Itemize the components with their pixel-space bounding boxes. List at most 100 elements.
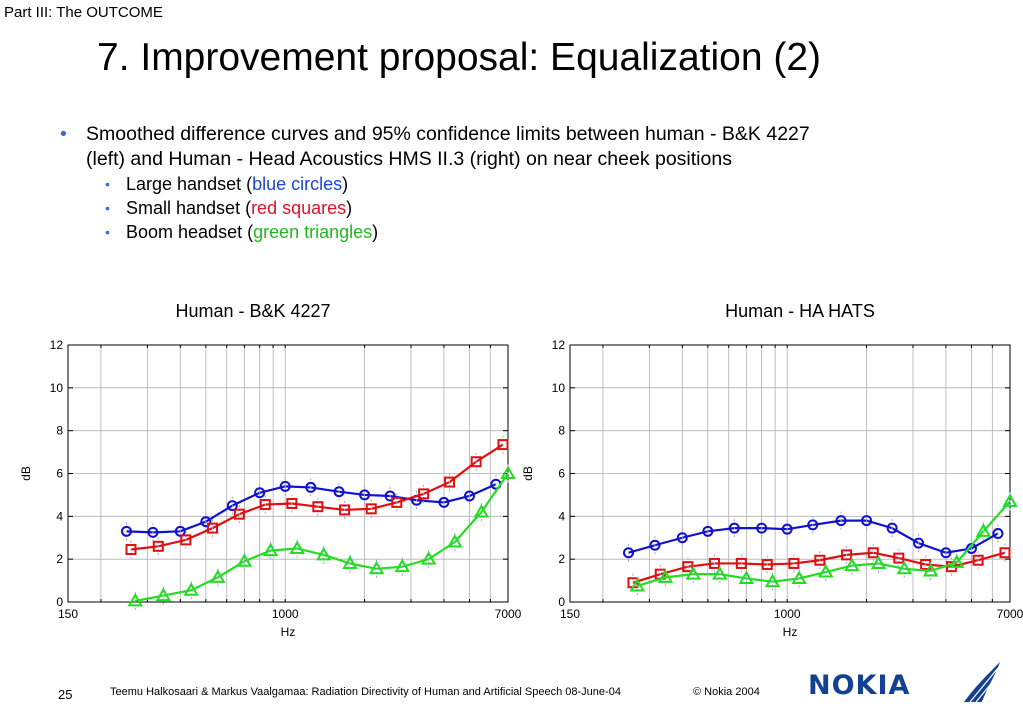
data-point-circle <box>728 522 740 534</box>
data-point-square <box>312 501 324 513</box>
data-point-triangle <box>236 553 253 567</box>
data-point-circle <box>147 526 159 538</box>
nokia-swirl-icon <box>964 662 1001 703</box>
data-point-circle <box>756 522 768 534</box>
data-point-triangle <box>922 562 939 577</box>
data-point-square <box>470 456 482 468</box>
data-point-circle <box>807 519 819 531</box>
data-point-circle <box>254 487 266 499</box>
sub-bullet-suffix: ) <box>342 174 349 194</box>
data-point-triangle <box>949 554 965 568</box>
data-point-triangle <box>420 551 437 565</box>
data-point-triangle <box>342 555 358 569</box>
data-point-square <box>999 547 1011 559</box>
data-point-triangle <box>289 540 305 554</box>
data-point-circle <box>702 525 714 537</box>
nokia-logo: NOKIA <box>808 670 911 701</box>
section-label: Part III: The OUTCOME <box>4 4 163 21</box>
sub-bullet-prefix: Large handset ( <box>126 174 253 194</box>
data-point-circle <box>913 537 925 549</box>
data-point-square <box>233 508 245 520</box>
y-tick-label: 10 <box>552 381 566 395</box>
y-tick-label: 12 <box>552 338 566 352</box>
data-point-triangle <box>127 592 144 607</box>
data-point-circle <box>384 490 396 502</box>
legend-blue-circles: blue circles <box>252 174 343 194</box>
data-point-circle <box>279 480 291 492</box>
sub-bullet-boom-headset: • Boom headset (green triangles) <box>60 220 1000 244</box>
bullet-dot-icon: • <box>60 123 67 145</box>
data-point-square <box>709 557 721 569</box>
data-point-square <box>788 557 800 569</box>
data-point-square <box>841 549 853 561</box>
y-tick-label: 8 <box>558 424 565 438</box>
sub-bullet-large-handset: • Large handset (blue circles) <box>60 172 1000 196</box>
sub-bullet-dot-icon: • <box>105 200 110 216</box>
data-point-square <box>418 488 430 500</box>
data-point-circle <box>359 489 371 501</box>
data-point-square <box>286 497 298 509</box>
data-point-triangle <box>685 566 701 580</box>
data-point-square <box>259 499 271 511</box>
data-point-circle <box>992 527 1004 539</box>
plot-frame <box>569 344 1011 603</box>
y-tick-label: 6 <box>558 467 565 481</box>
data-point-circle <box>886 522 898 534</box>
page-number: 25 <box>58 687 73 702</box>
x-tick-label: 1000 <box>272 607 299 621</box>
data-point-circle <box>438 496 450 508</box>
data-point-triangle <box>500 465 516 479</box>
slide-title: 7. Improvement proposal: Equalization (2… <box>97 36 822 79</box>
data-point-circle <box>622 547 634 559</box>
y-axis-label: dB <box>19 466 33 481</box>
data-point-square <box>972 554 984 566</box>
y-tick-label: 8 <box>56 424 63 438</box>
data-point-triangle <box>764 573 781 588</box>
data-point-square <box>682 561 694 573</box>
data-point-triangle <box>394 558 410 573</box>
data-point-circle <box>835 515 847 527</box>
data-point-triangle <box>818 564 834 578</box>
data-point-triangle <box>262 542 279 557</box>
y-tick-label: 0 <box>56 595 63 609</box>
x-tick-label: 150 <box>560 607 580 621</box>
legend-green-triangles: green triangles <box>253 222 373 242</box>
data-point-square <box>365 503 377 515</box>
data-point-circle <box>940 547 952 559</box>
main-bullet: • Smoothed difference curves and 95% con… <box>60 122 1000 172</box>
x-axis-label: Hz <box>783 625 798 639</box>
y-tick-label: 6 <box>56 467 63 481</box>
sub-bullet-prefix: Small handset ( <box>126 198 252 218</box>
data-point-circle <box>649 539 661 551</box>
data-point-triangle <box>791 570 807 584</box>
data-point-square <box>497 439 509 451</box>
sub-bullet-dot-icon: • <box>105 224 110 240</box>
x-tick-label: 1000 <box>774 607 801 621</box>
data-point-triangle <box>844 557 860 572</box>
data-point-square <box>814 554 826 566</box>
legend-red-squares: red squares <box>251 198 347 218</box>
data-point-circle <box>174 525 186 537</box>
data-point-square <box>761 559 773 571</box>
data-point-triangle <box>629 577 646 592</box>
y-tick-label: 12 <box>50 338 64 352</box>
data-point-circle <box>333 486 345 498</box>
sub-bullet-small-handset: • Small handset (red squares) <box>60 196 1000 220</box>
data-point-circle <box>305 481 317 493</box>
sub-bullet-dot-icon: • <box>105 176 110 192</box>
data-point-triangle <box>975 523 992 537</box>
y-axis-label: dB <box>521 466 535 481</box>
chart-right: 0 2 4 6 8 10 12 150 1000 7000 Hz dB <box>521 338 1023 639</box>
data-point-triangle <box>368 560 385 575</box>
series-line-square <box>130 443 504 551</box>
data-point-circle <box>781 523 793 535</box>
data-point-triangle <box>657 569 674 583</box>
data-point-square <box>125 544 137 556</box>
data-point-triangle <box>1002 493 1018 507</box>
data-point-triangle <box>316 546 332 561</box>
data-point-triangle <box>447 534 463 548</box>
data-point-square <box>207 522 219 534</box>
data-point-triangle <box>738 570 755 584</box>
data-point-triangle <box>155 587 172 602</box>
